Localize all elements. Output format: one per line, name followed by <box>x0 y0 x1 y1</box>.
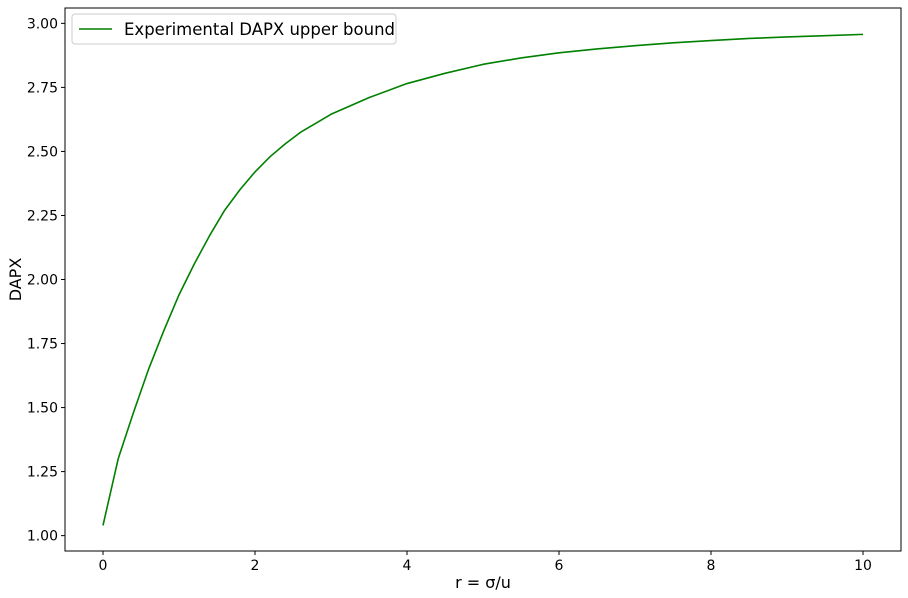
y-tick-label: 3.00 <box>27 16 58 32</box>
x-tick-label: 2 <box>251 558 260 574</box>
y-tick-label: 1.75 <box>27 337 58 353</box>
y-tick-label: 2.00 <box>27 273 58 289</box>
series-line-0 <box>102 33 864 526</box>
y-axis: 1.00 1.25 1.50 1.75 2.00 2.25 2.50 2.75 3.00 <box>27 16 65 545</box>
legend-box <box>71 13 397 45</box>
x-tick-label: 4 <box>403 558 412 574</box>
y-tick-label: 1.00 <box>27 529 58 545</box>
y-tick-label: 2.25 <box>27 208 58 224</box>
y-tick-label: 1.25 <box>27 465 58 481</box>
legend-label: Experimental DAPX upper bound <box>124 20 395 39</box>
y-tick-label: 1.50 <box>27 401 58 417</box>
x-axis-label: r = σ/u <box>455 573 511 592</box>
x-tick-label: 8 <box>707 558 716 574</box>
y-tick-label: 2.75 <box>27 80 58 96</box>
x-tick-label: 6 <box>555 558 564 574</box>
series-layer <box>102 33 864 526</box>
y-tick-label: 2.50 <box>27 144 58 160</box>
legend: Experimental DAPX upper bound <box>71 13 397 45</box>
y-axis-label: DAPX <box>6 258 25 302</box>
x-tick-label: 10 <box>854 558 872 574</box>
x-tick-label: 0 <box>99 558 108 574</box>
x-axis: 0 2 4 6 8 10 <box>99 551 872 574</box>
